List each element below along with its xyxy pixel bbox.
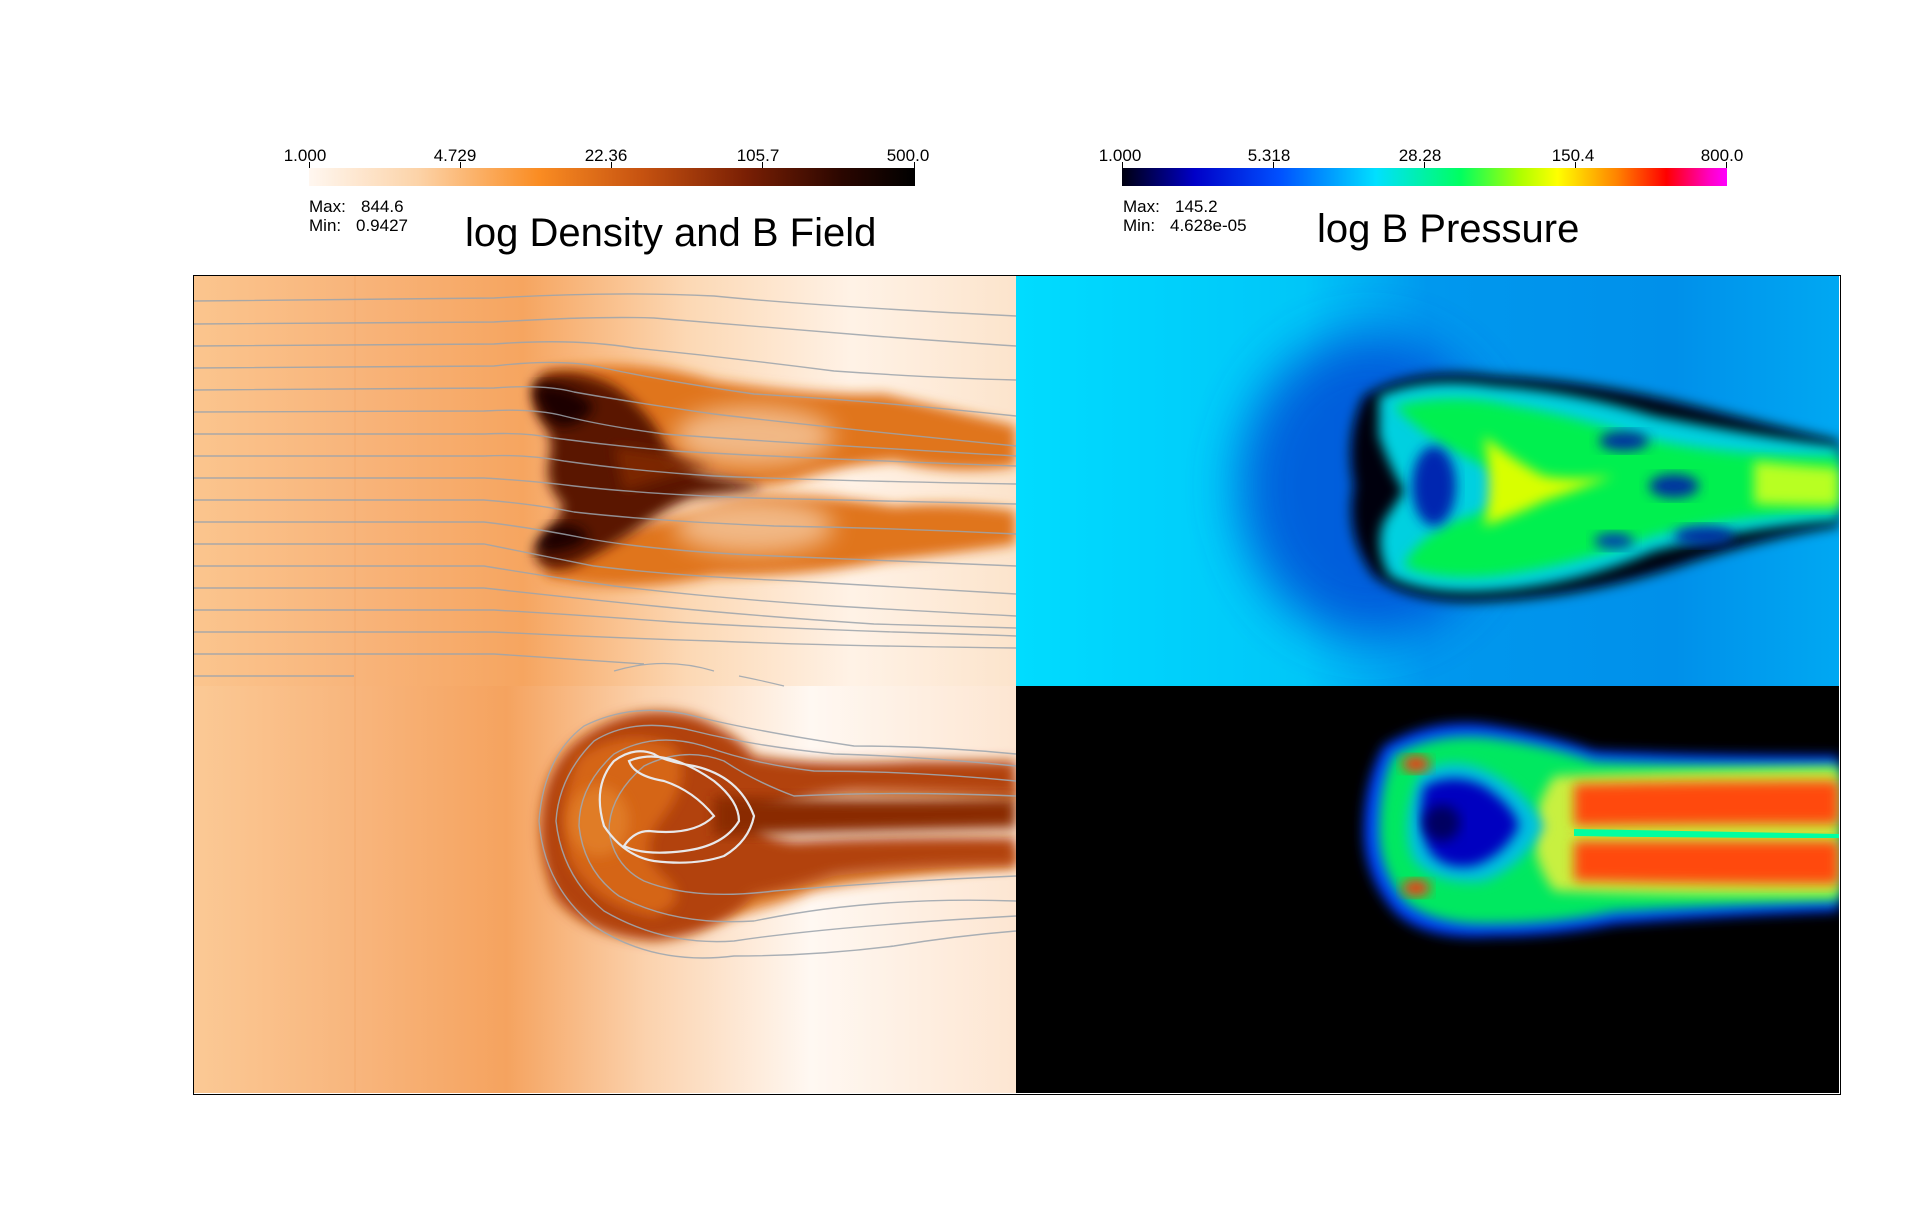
pressure-bottom-bubble xyxy=(1364,723,1839,937)
max-value: 145.2 xyxy=(1175,197,1218,216)
density-max-stat: Max: 844.6 xyxy=(309,197,404,216)
max-value: 844.6 xyxy=(361,197,404,216)
density-tick-label: 22.36 xyxy=(584,146,628,165)
pressure-min-stat: Min: 4.628e-05 xyxy=(1123,216,1247,235)
density-colorbar xyxy=(309,168,915,186)
pressure-max-stat: Max: 145.2 xyxy=(1123,197,1218,216)
simulation-render xyxy=(194,276,1839,1093)
max-label: Max: xyxy=(1123,197,1160,216)
pressure-title: log B Pressure xyxy=(1317,207,1580,251)
pressure-top-clump xyxy=(1350,373,1839,602)
density-tick-label: 1.000 xyxy=(283,146,327,165)
field-lines-bottom xyxy=(538,662,1017,959)
density-tick-label: 105.7 xyxy=(736,146,780,165)
pressure-tick-label: 28.28 xyxy=(1398,146,1442,165)
field-lines-top xyxy=(194,293,1017,677)
min-value: 0.9427 xyxy=(356,216,408,235)
density-title: log Density and B Field xyxy=(465,211,877,255)
min-label: Min: xyxy=(1123,216,1156,235)
density-tick-label: 500.0 xyxy=(886,146,930,165)
simulation-frame xyxy=(193,275,1841,1095)
pressure-tick-label: 150.4 xyxy=(1551,146,1595,165)
pressure-tick-label: 5.318 xyxy=(1247,146,1291,165)
density-tick-label: 4.729 xyxy=(433,146,477,165)
field-line-inner-loop xyxy=(598,750,756,864)
density-min-stat: Min: 0.9427 xyxy=(309,216,408,235)
min-value: 4.628e-05 xyxy=(1170,216,1247,235)
pressure-tick-label: 800.0 xyxy=(1700,146,1744,165)
density-bottom-bubble xyxy=(540,711,1016,941)
min-label: Min: xyxy=(309,216,342,235)
max-label: Max: xyxy=(309,197,346,216)
pressure-colorbar xyxy=(1122,168,1727,186)
pressure-tick-label: 1.000 xyxy=(1098,146,1142,165)
